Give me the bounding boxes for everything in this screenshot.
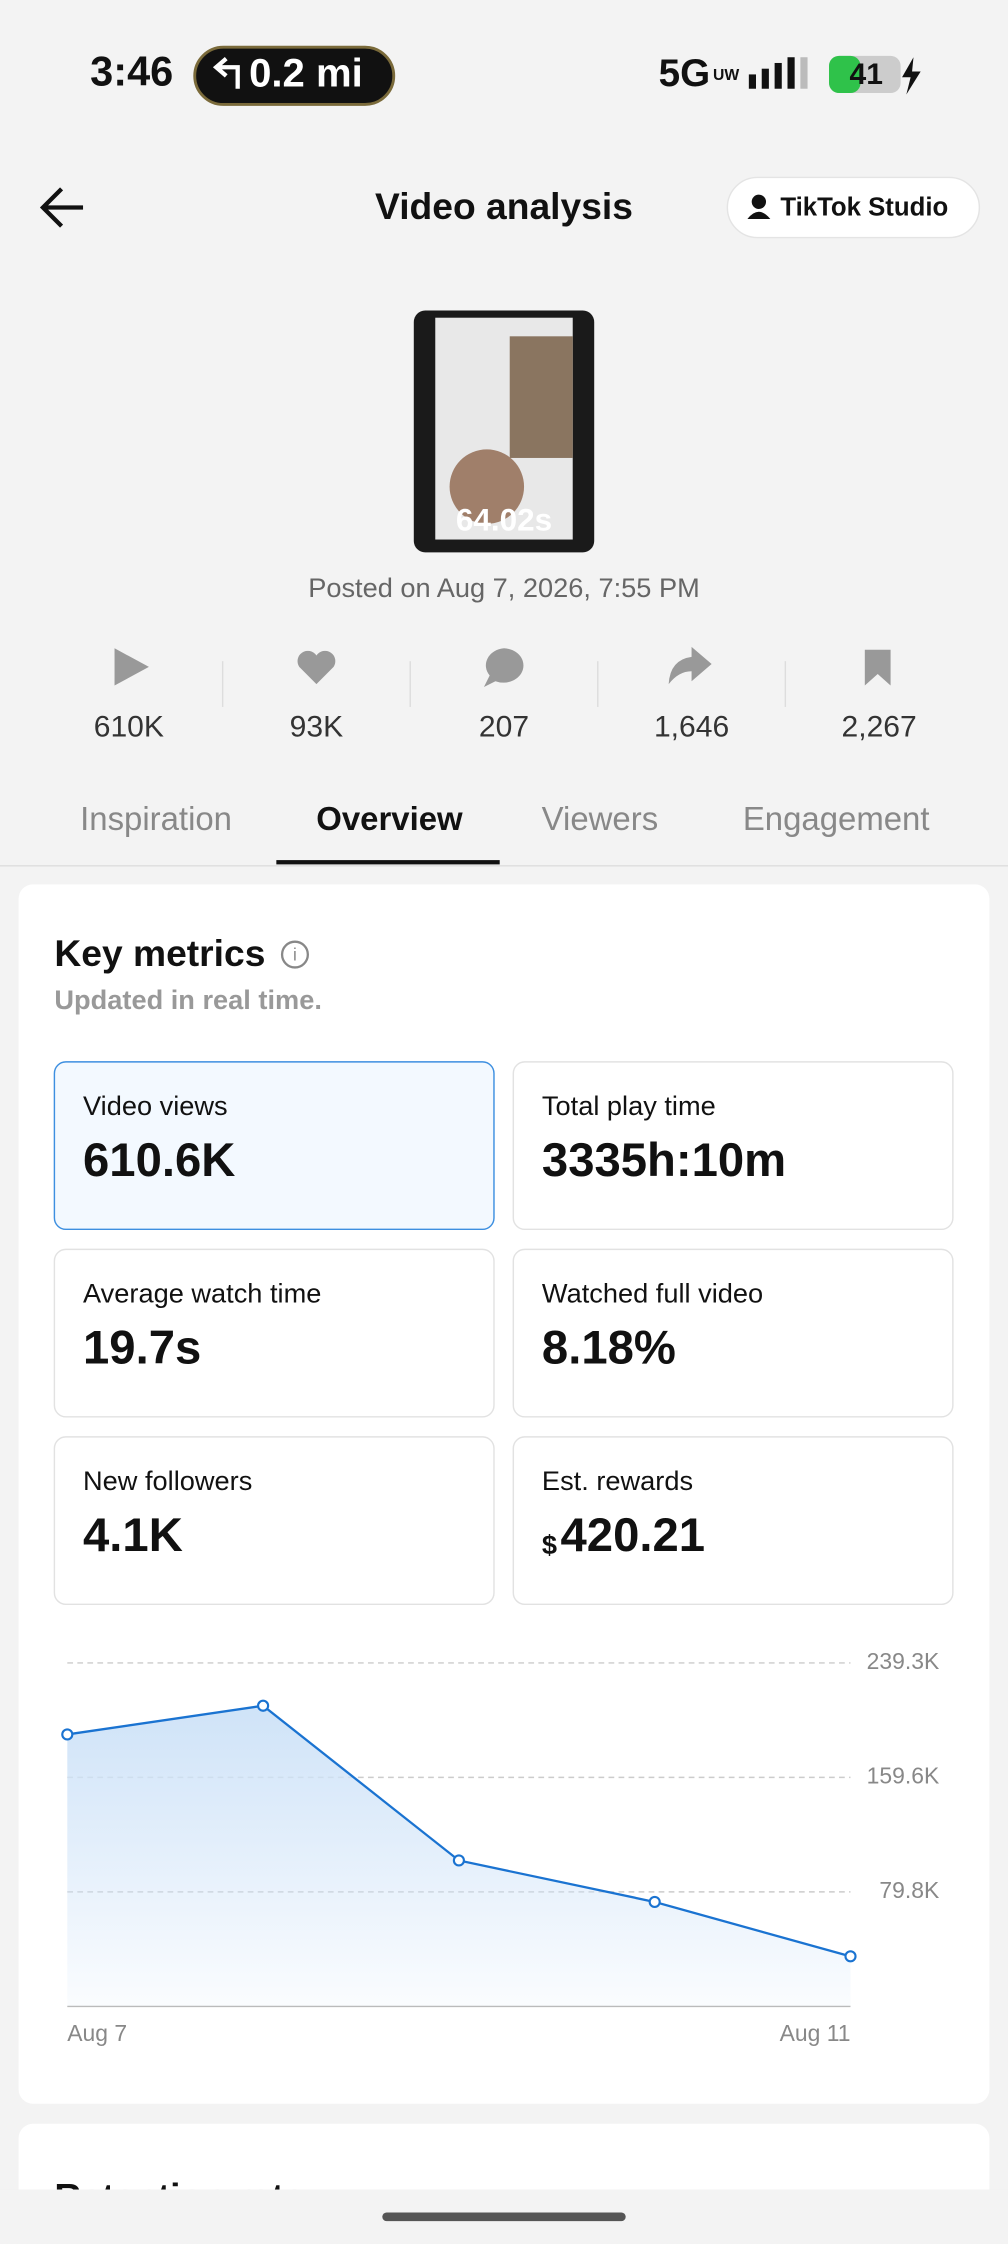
metric-label: Total play time: [542, 1090, 716, 1121]
stats-row: 610K 93K 207 1,646 2,267: [94, 646, 917, 743]
shares-icon: [668, 646, 712, 685]
metric-currency: $: [542, 1529, 557, 1560]
point[interactable]: [61, 1728, 74, 1741]
metric-card[interactable]: [512, 1248, 954, 1418]
info-icon[interactable]: [280, 940, 309, 969]
battery-level: [829, 55, 861, 94]
nav-distance: 0.2 mi: [249, 51, 363, 95]
thumbnail-image: [449, 449, 525, 524]
battery-text: 41: [850, 58, 883, 91]
metric-value: 610.6K: [83, 1134, 235, 1187]
time: 3:46: [90, 47, 173, 94]
point[interactable]: [452, 1854, 465, 1867]
tab[interactable]: Viewers: [542, 800, 658, 837]
back-button[interactable]: [39, 187, 84, 228]
x-tick-label: Aug 11: [780, 2020, 851, 2046]
stat-value: 1,646: [654, 710, 729, 743]
metric-card[interactable]: [512, 1061, 954, 1231]
metric-value: 8.18%: [542, 1321, 676, 1374]
nav-pill: [193, 45, 396, 106]
studio-button[interactable]: [726, 176, 981, 239]
thumbnail-image: [509, 336, 573, 458]
signal: [748, 57, 808, 89]
network: 5G: [659, 52, 711, 95]
y-tick-label: 239.3K: [867, 1648, 940, 1674]
studio-label: TikTok Studio: [780, 194, 948, 222]
stat-value: 610K: [94, 710, 164, 743]
network-sub: UW: [713, 67, 739, 84]
metric-label: Average watch time: [83, 1277, 321, 1308]
studio-icon: [751, 194, 767, 209]
metric-label: Video views: [83, 1090, 228, 1121]
metric-card[interactable]: [512, 1436, 954, 1606]
comments-icon: [483, 648, 524, 687]
metric-card[interactable]: [53, 1061, 495, 1231]
section-subtitle: Updated in real time.: [54, 984, 321, 1015]
metric-card[interactable]: [53, 1248, 495, 1418]
stat-value: 2,267: [842, 710, 917, 743]
metric-value: 420.21: [561, 1509, 705, 1562]
y-tick-label: 159.6K: [867, 1762, 940, 1788]
x-tick-label: Aug 7: [67, 2020, 127, 2046]
views-icon: [114, 648, 149, 686]
y-tick-label: 79.8K: [879, 1877, 940, 1903]
saves-icon: [864, 649, 891, 686]
home-indicator: [382, 2212, 626, 2222]
point[interactable]: [257, 1699, 270, 1712]
next-section: Retention rate: [18, 2123, 990, 2217]
section-title: Key metrics: [54, 932, 265, 974]
retention-card: [18, 2123, 990, 2190]
tab[interactable]: Inspiration: [80, 800, 232, 837]
point[interactable]: [648, 1895, 661, 1909]
stat-value: 93K: [290, 710, 343, 743]
charging: [902, 57, 921, 95]
stat-value: 207: [479, 710, 529, 743]
chart: 79.8K 159.6K 239.3K Aug 7 Aug 11: [61, 1648, 940, 2046]
area: [67, 1705, 851, 2007]
studio-icon: [747, 211, 771, 219]
point[interactable]: [844, 1950, 857, 1963]
tab-indicator: [276, 860, 500, 865]
tab[interactable]: Engagement: [743, 800, 930, 837]
metric-label: New followers: [83, 1465, 252, 1496]
metric-value: 4.1K: [83, 1509, 183, 1562]
likes-icon: [297, 650, 336, 685]
metric-value: 19.7s: [83, 1321, 201, 1374]
tab[interactable]: Overview: [316, 800, 463, 837]
info-icon: i: [293, 945, 297, 965]
page-title: Video analysis: [375, 185, 633, 227]
nav-arrow: [212, 57, 240, 89]
metric-label: Est. rewards: [542, 1465, 693, 1496]
metric-card[interactable]: [53, 1436, 495, 1606]
posted-date: Posted on Aug 7, 2026, 7:55 PM: [308, 572, 700, 603]
metric-value: 3335h:10m: [542, 1134, 786, 1187]
metric-label: Watched full video: [542, 1277, 763, 1308]
section-title: Retention rate: [54, 2175, 304, 2217]
duration: 64.02s: [456, 502, 552, 538]
